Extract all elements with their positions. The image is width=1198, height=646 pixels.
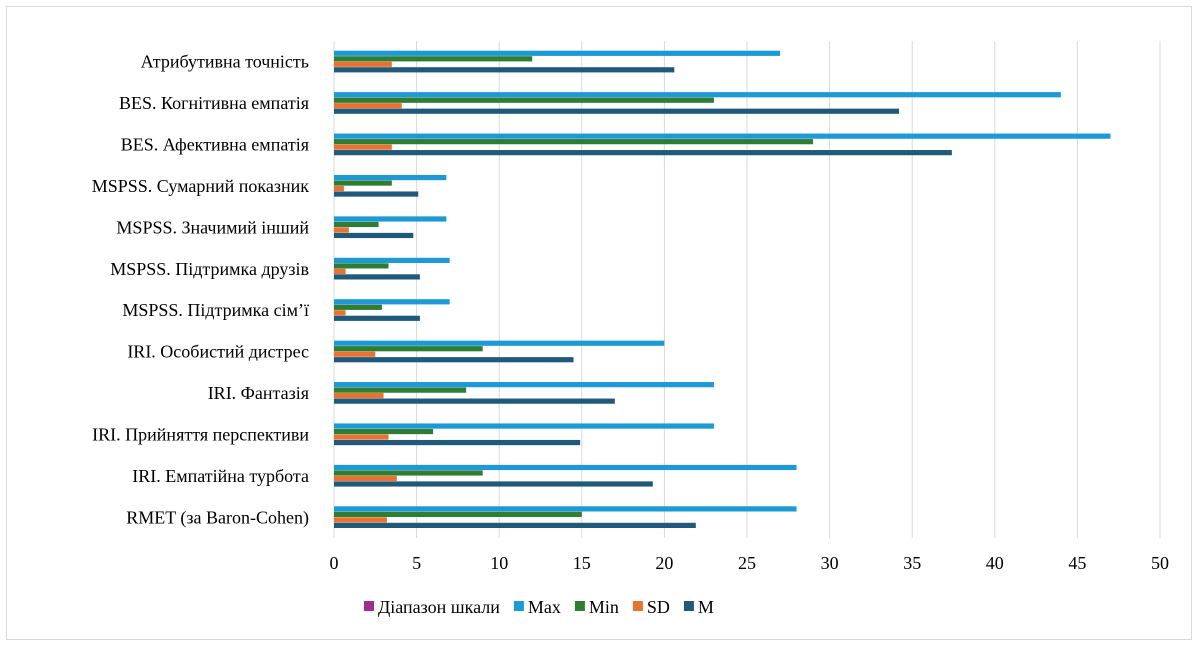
x-tick-label: 35 bbox=[903, 553, 921, 573]
category-label: RMET (за Baron-Cohen) bbox=[126, 507, 309, 528]
bar-m bbox=[334, 150, 952, 156]
bar-min bbox=[334, 511, 582, 517]
bar-max bbox=[334, 257, 450, 263]
bar-min bbox=[334, 304, 382, 310]
category-labels: Атрибутивна точність BES. Когнітивна емпа… bbox=[92, 52, 310, 529]
legend: Діапазон шкали Max Min SD M bbox=[364, 597, 714, 617]
bar-m bbox=[334, 108, 899, 114]
x-tick-label: 20 bbox=[655, 553, 673, 573]
legend-label: Max bbox=[528, 597, 561, 617]
bar-max bbox=[334, 423, 714, 429]
bar-m bbox=[334, 522, 696, 528]
category-label: MSPSS. Підтримка друзів bbox=[110, 259, 309, 279]
category-label: BES. Когнітивна емпатія bbox=[119, 93, 309, 113]
bar-sd bbox=[334, 310, 346, 316]
bar-m bbox=[334, 315, 420, 321]
bar-m bbox=[334, 67, 675, 73]
category-label: Атрибутивна точність bbox=[141, 52, 309, 72]
category-label: MSPSS. Підтримка сім’ї bbox=[122, 300, 309, 320]
bar-m bbox=[334, 439, 581, 446]
bar-sd bbox=[334, 185, 344, 192]
bar-min bbox=[334, 470, 483, 476]
x-tick-label: 0 bbox=[330, 553, 339, 573]
legend-swatch bbox=[513, 601, 524, 611]
bar-min bbox=[334, 346, 483, 352]
x-axis-tick-labels: 0 5 10 15 20 25 30 35 40 45 50 bbox=[330, 553, 1170, 573]
bar-min bbox=[334, 97, 714, 103]
bar-m bbox=[334, 398, 615, 404]
x-tick-label: 10 bbox=[490, 553, 508, 573]
x-tick-label: 50 bbox=[1151, 553, 1169, 573]
bar-sd bbox=[334, 517, 387, 523]
bar-max bbox=[334, 464, 797, 471]
legend-label: Діапазон шкали bbox=[378, 597, 500, 617]
bar-sd bbox=[334, 393, 384, 399]
x-tick-label: 30 bbox=[821, 553, 839, 573]
bar-m bbox=[334, 481, 653, 487]
x-tick-label: 5 bbox=[412, 553, 421, 573]
bar-max bbox=[334, 50, 781, 56]
bar-max bbox=[334, 133, 1111, 139]
bar-max bbox=[334, 216, 447, 222]
bar-m bbox=[334, 357, 574, 363]
bar-max bbox=[334, 299, 450, 305]
category-label: IRI. Особистий дистрес bbox=[127, 342, 309, 362]
legend-label: Min bbox=[589, 597, 619, 617]
bar-min bbox=[334, 56, 533, 62]
bars bbox=[334, 50, 1111, 528]
bar-sd bbox=[334, 144, 392, 150]
bar-min bbox=[334, 139, 814, 145]
bar-min bbox=[334, 387, 467, 393]
legend-swatch bbox=[574, 601, 585, 611]
bar-m bbox=[334, 191, 419, 197]
legend-swatch bbox=[632, 601, 643, 611]
bar-min bbox=[334, 180, 392, 186]
category-label: IRI. Емпатійна турбота bbox=[132, 466, 309, 486]
category-label: BES. Афективна емпатія bbox=[121, 135, 309, 155]
bar-sd bbox=[334, 61, 392, 67]
bar-sd bbox=[334, 475, 397, 482]
legend-swatch bbox=[683, 601, 694, 611]
bar-max bbox=[334, 340, 665, 346]
bar-max bbox=[334, 92, 1061, 98]
bar-min bbox=[334, 428, 434, 435]
bar-m bbox=[334, 274, 420, 280]
legend-swatch bbox=[364, 601, 374, 611]
x-tick-label: 15 bbox=[573, 553, 591, 573]
bar-chart: Атрибутивна точність BES. Когнітивна емпа… bbox=[92, 41, 1170, 617]
legend-label: SD bbox=[647, 597, 670, 617]
bar-min bbox=[334, 263, 389, 269]
bar-max bbox=[334, 506, 797, 512]
bar-max bbox=[334, 382, 714, 388]
bar-sd bbox=[334, 103, 402, 109]
bar-sd bbox=[334, 351, 376, 357]
x-tick-label: 40 bbox=[986, 553, 1004, 573]
bar-min bbox=[334, 221, 379, 228]
bar-sd bbox=[334, 227, 349, 233]
x-tick-label: 25 bbox=[738, 553, 756, 573]
gridlines bbox=[333, 41, 1161, 538]
category-label: IRI. Прийняття перспективи bbox=[92, 424, 309, 444]
bar-sd bbox=[334, 434, 389, 440]
legend-label: M bbox=[698, 597, 714, 617]
category-label: MSPSS. Значимий інший bbox=[116, 217, 309, 237]
bar-sd bbox=[334, 268, 346, 274]
bar-max bbox=[334, 174, 447, 181]
x-tick-label: 45 bbox=[1068, 553, 1086, 573]
category-label: MSPSS. Сумарний показник bbox=[92, 176, 309, 196]
bar-m bbox=[334, 232, 414, 239]
chart-area: Атрибутивна точність BES. Когнітивна емпа… bbox=[6, 6, 1192, 640]
category-label: IRI. Фантазія bbox=[208, 383, 309, 403]
